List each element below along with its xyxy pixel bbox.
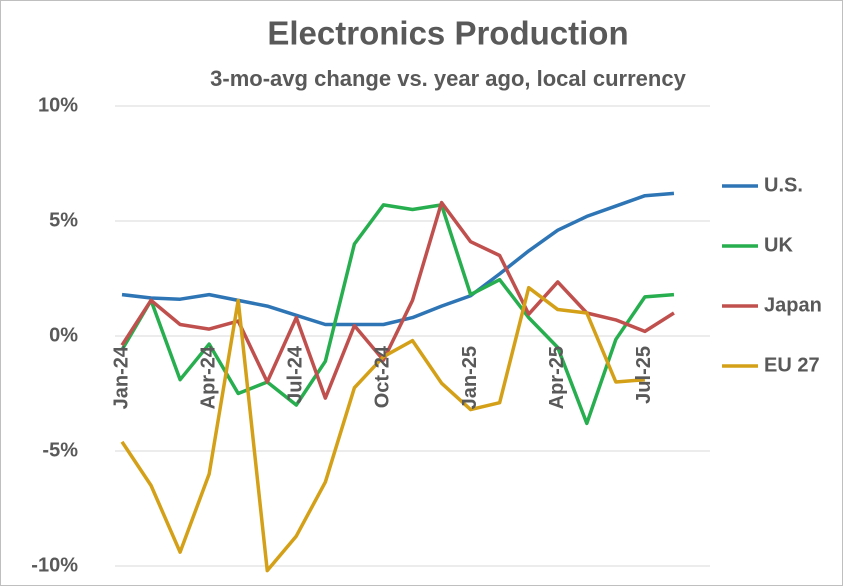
legend-label: Japan xyxy=(764,294,822,316)
legend-label: EU 27 xyxy=(764,354,820,376)
legend-label: UK xyxy=(764,234,793,256)
y-tick-label: 0% xyxy=(49,324,78,346)
y-tick-label: 5% xyxy=(49,209,78,231)
axis-labels: -10% -5% 0% 5% 10% Jan-24 Apr-24 Jul-24 Oct-24 Ja… xyxy=(31,94,655,576)
x-tick-label: Jul-25 xyxy=(633,346,655,404)
chart-title: Electronics Production xyxy=(267,15,628,52)
plot-area xyxy=(120,191,675,573)
legend: U.S. UK Japan EU 27 xyxy=(722,174,822,376)
y-tick-label: -10% xyxy=(31,554,78,576)
x-tick-label: Jan-25 xyxy=(459,346,481,409)
y-tick-label: 10% xyxy=(38,94,78,116)
series-line xyxy=(120,285,646,573)
legend-label: U.S. xyxy=(764,174,803,196)
series-line xyxy=(121,191,675,327)
series-line xyxy=(120,203,675,426)
series-line xyxy=(120,200,675,400)
x-tick-label: Jul-24 xyxy=(285,345,307,404)
chart-subtitle: 3-mo-avg change vs. year ago, local curr… xyxy=(210,66,686,91)
x-tick-label: Apr-24 xyxy=(197,345,219,409)
x-tick-label: Jan-24 xyxy=(110,345,132,409)
y-tick-label: -5% xyxy=(42,439,78,461)
x-tick-label: Oct-24 xyxy=(372,345,394,408)
x-tick-label: Apr-25 xyxy=(546,346,568,409)
